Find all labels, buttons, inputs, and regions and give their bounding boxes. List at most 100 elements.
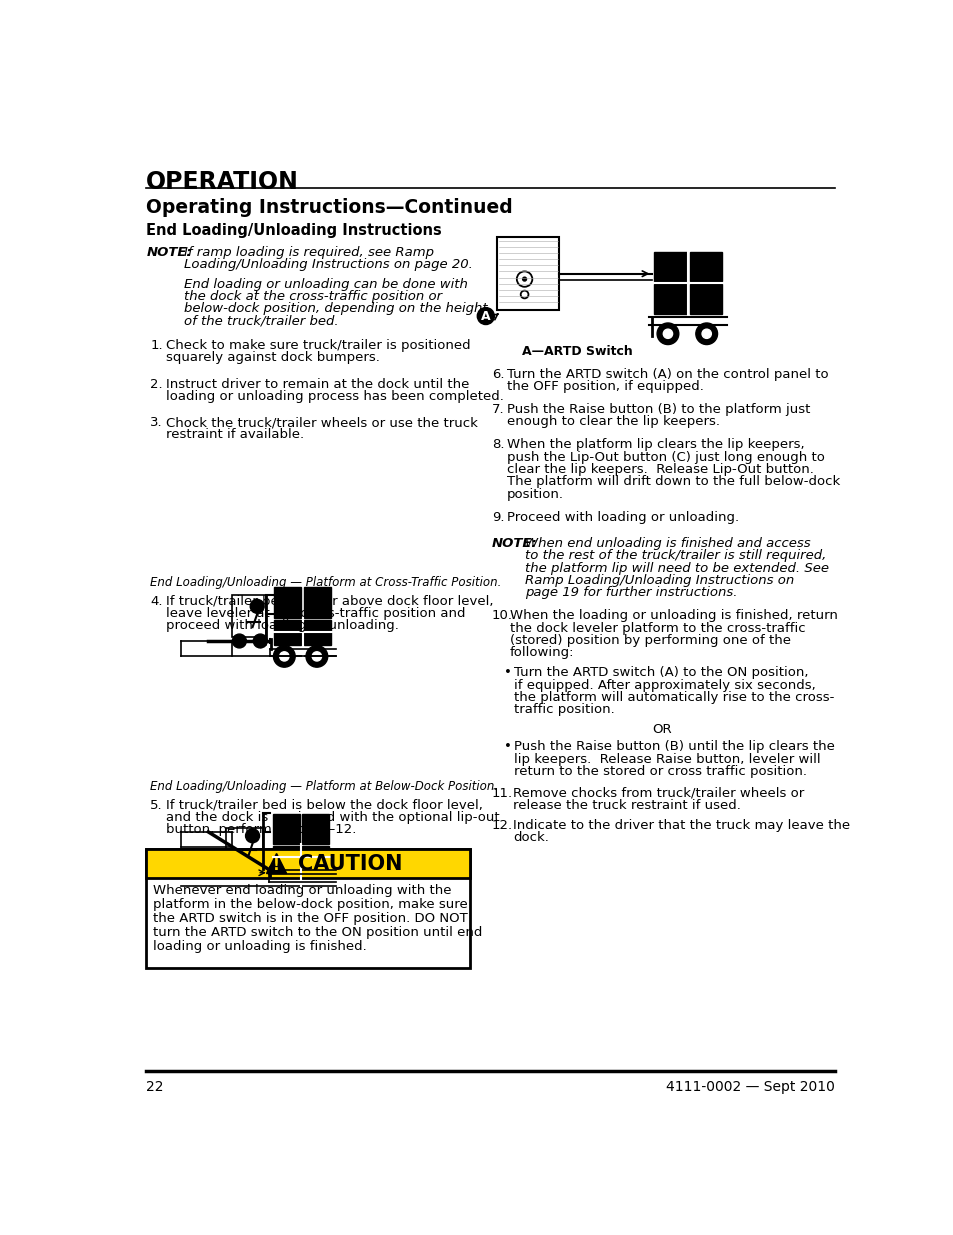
Text: Check to make sure truck/trailer is positioned: Check to make sure truck/trailer is posi… <box>166 340 470 352</box>
Text: Remove chocks from truck/trailer wheels or: Remove chocks from truck/trailer wheels … <box>513 787 803 799</box>
Text: 4.: 4. <box>150 595 163 608</box>
Circle shape <box>662 330 672 338</box>
Text: restraint if available.: restraint if available. <box>166 429 304 441</box>
Text: Turn the ARTD switch (A) on the control panel to: Turn the ARTD switch (A) on the control … <box>506 368 827 380</box>
Bar <box>274 587 301 618</box>
Bar <box>274 620 301 645</box>
Circle shape <box>249 862 262 876</box>
Text: End Loading/Unloading — Platform at Below-Dock Position.: End Loading/Unloading — Platform at Belo… <box>150 779 497 793</box>
Circle shape <box>279 882 289 890</box>
Text: 4111-0002 — Sept 2010: 4111-0002 — Sept 2010 <box>666 1079 835 1094</box>
Text: if equipped. After approximately six seconds,: if equipped. After approximately six sec… <box>514 679 816 692</box>
Text: End loading or unloading can be done with: End loading or unloading can be done wit… <box>183 278 467 290</box>
Text: 10.: 10. <box>492 609 513 622</box>
Circle shape <box>522 277 526 282</box>
Bar <box>302 846 329 871</box>
Text: and the dock is equipped with the optional lip-out: and the dock is equipped with the option… <box>166 811 498 824</box>
Text: Push the Raise button (B) to the platform just: Push the Raise button (B) to the platfor… <box>506 403 809 416</box>
Circle shape <box>233 634 246 648</box>
Text: lip keepers.  Release Raise button, leveler will: lip keepers. Release Raise button, level… <box>514 752 821 766</box>
Text: The platform will drift down to the full below-dock: The platform will drift down to the full… <box>506 475 840 489</box>
Text: Push the Raise button (B) until the lip clears the: Push the Raise button (B) until the lip … <box>514 740 835 753</box>
Text: 11.: 11. <box>492 787 513 799</box>
Text: Whenever end loading or unloading with the: Whenever end loading or unloading with t… <box>152 884 451 898</box>
Bar <box>273 846 299 871</box>
Text: the dock at the cross-traffic position or: the dock at the cross-traffic position o… <box>183 290 441 303</box>
Text: release the truck restraint if used.: release the truck restraint if used. <box>513 799 740 811</box>
Bar <box>146 848 469 968</box>
Bar <box>689 252 721 282</box>
Text: If truck/trailer bed is below the dock floor level,: If truck/trailer bed is below the dock f… <box>166 799 482 811</box>
Bar <box>146 848 469 878</box>
Text: dock.: dock. <box>513 831 548 845</box>
Text: enough to clear the lip keepers.: enough to clear the lip keepers. <box>506 415 719 429</box>
Text: Operating Instructions—Continued: Operating Instructions—Continued <box>146 199 513 217</box>
Text: following:: following: <box>509 646 574 659</box>
Text: 1.: 1. <box>150 340 163 352</box>
Text: 7.: 7. <box>492 403 504 416</box>
Circle shape <box>229 862 242 876</box>
Text: End Loading/Unloading Instructions: End Loading/Unloading Instructions <box>146 222 441 238</box>
Text: squarely against dock bumpers.: squarely against dock bumpers. <box>166 352 379 364</box>
Bar <box>689 284 721 314</box>
Text: push the Lip-Out button (C) just long enough to: push the Lip-Out button (C) just long en… <box>506 451 823 464</box>
Circle shape <box>250 599 264 614</box>
Text: return to the stored or cross traffic position.: return to the stored or cross traffic po… <box>514 764 806 778</box>
Text: NOTE:: NOTE: <box>492 537 537 550</box>
Text: 5.: 5. <box>150 799 163 811</box>
Bar <box>273 814 299 844</box>
Text: If ramp loading is required, see Ramp: If ramp loading is required, see Ramp <box>183 246 433 259</box>
Text: Ramp Loading/Unloading Instructions on: Ramp Loading/Unloading Instructions on <box>524 574 793 587</box>
Text: loading or unloading process has been completed.: loading or unloading process has been co… <box>166 390 503 403</box>
Text: of the truck/trailer bed.: of the truck/trailer bed. <box>183 315 338 327</box>
Text: If truck/trailer bed is at or above dock floor level,: If truck/trailer bed is at or above dock… <box>166 595 493 608</box>
Text: OPERATION: OPERATION <box>146 169 299 194</box>
Text: 6.: 6. <box>492 368 504 380</box>
Text: leave leveler at the cross-traffic position and: leave leveler at the cross-traffic posit… <box>166 608 465 620</box>
Text: A—ARTD Switch: A—ARTD Switch <box>521 345 633 358</box>
Text: traffic position.: traffic position. <box>514 704 615 716</box>
Text: Instruct driver to remain at the dock until the: Instruct driver to remain at the dock un… <box>166 378 469 390</box>
Text: •: • <box>503 740 511 753</box>
Circle shape <box>245 829 259 842</box>
Text: below-dock position, depending on the height: below-dock position, depending on the he… <box>183 303 487 315</box>
Bar <box>303 620 331 645</box>
Text: Indicate to the driver that the truck may leave the: Indicate to the driver that the truck ma… <box>513 819 849 832</box>
Text: Turn the ARTD switch (A) to the ON position,: Turn the ARTD switch (A) to the ON posit… <box>514 667 808 679</box>
Text: •: • <box>503 667 511 679</box>
Polygon shape <box>266 853 286 873</box>
Circle shape <box>312 652 321 661</box>
Text: the dock leveler platform to the cross-traffic: the dock leveler platform to the cross-t… <box>509 621 804 635</box>
Text: turn the ARTD switch to the ON position until end: turn the ARTD switch to the ON position … <box>152 926 481 939</box>
Bar <box>302 814 329 844</box>
Circle shape <box>274 646 294 667</box>
Text: (stored) position by performing one of the: (stored) position by performing one of t… <box>509 634 790 647</box>
Text: Chock the truck/trailer wheels or use the truck: Chock the truck/trailer wheels or use th… <box>166 416 477 429</box>
Bar <box>654 252 686 282</box>
Text: When the loading or unloading is finished, return: When the loading or unloading is finishe… <box>509 609 837 622</box>
Text: OR: OR <box>652 724 672 736</box>
Text: A: A <box>480 310 490 322</box>
Circle shape <box>279 652 289 661</box>
Text: Loading/Unloading Instructions on page 20.: Loading/Unloading Instructions on page 2… <box>183 258 472 272</box>
Circle shape <box>304 876 326 897</box>
Text: platform in the below-dock position, make sure: platform in the below-dock position, mak… <box>152 898 467 911</box>
Circle shape <box>695 324 717 345</box>
Bar <box>497 237 558 310</box>
Text: button, perform steps 6 –12.: button, perform steps 6 –12. <box>166 824 355 836</box>
Text: 8.: 8. <box>492 438 504 452</box>
Text: When end unloading is finished and access: When end unloading is finished and acces… <box>524 537 809 550</box>
Text: When the platform lip clears the lip keepers,: When the platform lip clears the lip kee… <box>506 438 803 452</box>
Circle shape <box>253 634 267 648</box>
Circle shape <box>274 876 294 897</box>
Text: the OFF position, if equipped.: the OFF position, if equipped. <box>506 380 703 393</box>
Bar <box>303 587 331 618</box>
Text: !: ! <box>273 858 280 873</box>
Text: proceed with loading or unloading.: proceed with loading or unloading. <box>166 620 398 632</box>
Text: page 19 for further instructions.: page 19 for further instructions. <box>524 587 737 599</box>
Bar <box>654 284 686 314</box>
Text: End Loading/Unloading — Platform at Cross-Traffic Position.: End Loading/Unloading — Platform at Cros… <box>150 576 501 589</box>
Text: 3.: 3. <box>150 416 163 429</box>
Text: the platform will automatically rise to the cross-: the platform will automatically rise to … <box>514 692 834 704</box>
Text: to the rest of the truck/trailer is still required,: to the rest of the truck/trailer is stil… <box>524 550 825 562</box>
